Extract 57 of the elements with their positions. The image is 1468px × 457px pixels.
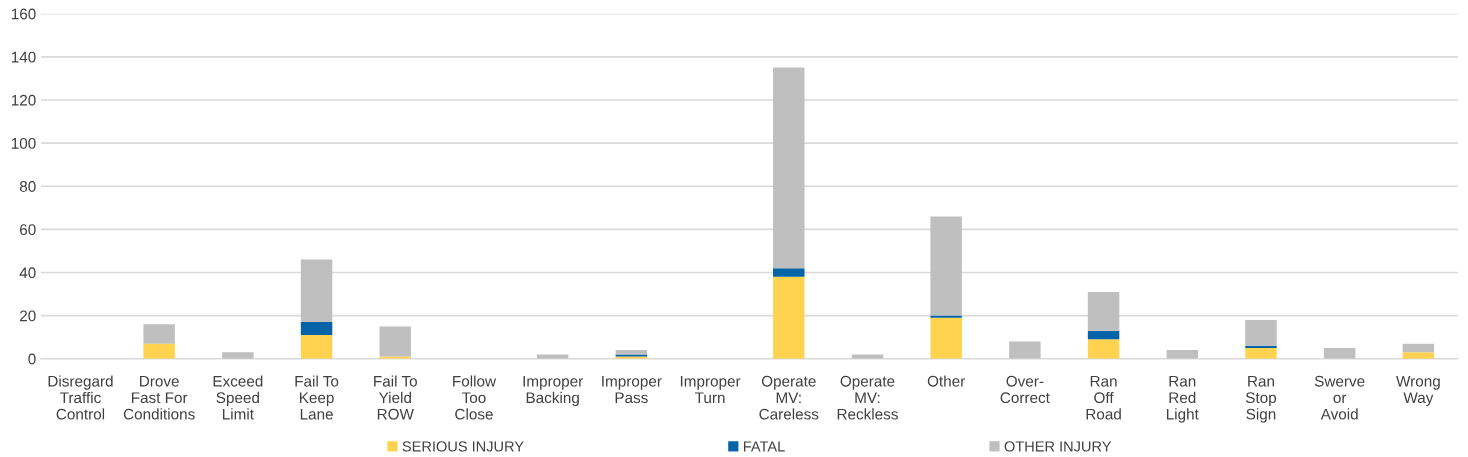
- x-tick-label: Ran Red Light: [1166, 375, 1199, 423]
- x-tick-label: Fail To Keep Lane: [295, 375, 339, 420]
- x-tick-label: Fail To Yield ROW: [374, 375, 417, 420]
- bar: [851, 354, 884, 359]
- bar: [536, 354, 569, 359]
- legend-label: FATAL: [743, 441, 785, 452]
- bar: [300, 335, 333, 359]
- bar: [1087, 339, 1120, 359]
- y-tick-label: 100: [11, 137, 36, 149]
- y-tick-label: 140: [11, 51, 36, 63]
- legend-label: OTHER INJURY: [1004, 441, 1112, 452]
- bar: [930, 216, 962, 316]
- bar: [1323, 347, 1356, 359]
- bar: [1245, 319, 1277, 346]
- y-tick-label: 80: [19, 181, 36, 192]
- bar: [930, 317, 962, 359]
- bar: [1087, 291, 1120, 331]
- x-tick-label: Swerve or Avoid: [1314, 375, 1365, 420]
- x-tick-label: Ran Off Road: [1086, 375, 1121, 420]
- bar: [1402, 343, 1435, 353]
- y-tick-label: 40: [19, 267, 36, 279]
- bar: [1245, 347, 1277, 359]
- bar: [773, 268, 805, 277]
- y-tick-label: 0: [28, 353, 36, 365]
- bar: [143, 324, 175, 344]
- bar: [1087, 330, 1120, 340]
- x-tick-label: Follow Too Close: [453, 375, 497, 420]
- y-tick-label: 160: [11, 8, 36, 20]
- bar: [300, 259, 333, 323]
- x-tick-label: Disregard Traffic Control: [48, 375, 113, 420]
- x-tick-label: Other: [927, 375, 966, 387]
- y-tick-label: 120: [11, 94, 36, 106]
- bar: [615, 350, 648, 355]
- x-tick-label: Improper Turn: [680, 375, 741, 404]
- bar: [143, 343, 175, 359]
- x-tick-label: Exceed Speed Limit: [213, 375, 263, 420]
- bar: [930, 315, 962, 318]
- bar: [300, 322, 333, 336]
- x-tick-label: Improper Pass: [602, 375, 662, 404]
- bar: [379, 326, 411, 357]
- bar: [773, 67, 805, 269]
- x-tick-label: Drove Fast For Conditions: [123, 375, 195, 420]
- bar: [1245, 345, 1277, 348]
- x-tick-label: Wrong Way: [1396, 375, 1440, 407]
- y-tick-label: 60: [20, 224, 36, 236]
- y-tick-label: 20: [20, 310, 36, 322]
- x-tick-label: Improper Backing: [523, 375, 583, 407]
- bar: [773, 276, 805, 359]
- x-tick-label: Operate MV: Reckless: [837, 375, 898, 420]
- bar: [222, 352, 254, 359]
- x-tick-label: Operate MV: Careless: [759, 375, 819, 420]
- bar: [1009, 341, 1041, 359]
- x-tick-label: Over- Correct: [1000, 375, 1050, 404]
- bar: [1402, 352, 1435, 359]
- bar: [1166, 350, 1199, 359]
- legend-label: SERIOUS INJURY: [402, 441, 524, 452]
- x-tick-label: Ran Stop Sign: [1245, 375, 1277, 423]
